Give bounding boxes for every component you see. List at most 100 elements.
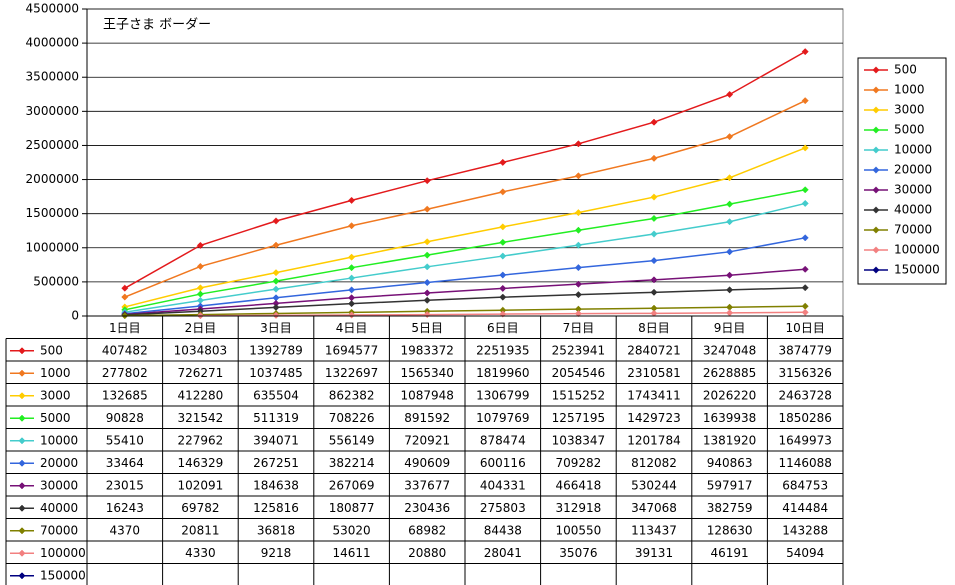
data-label: 312918: [555, 501, 601, 515]
data-point-3000: [650, 193, 658, 201]
data-point-1000: [348, 222, 356, 230]
legend-label: 70000: [894, 223, 932, 237]
table-row-label: 5000: [40, 411, 71, 425]
series-line-20000: [124, 237, 806, 315]
data-point-10000: [423, 263, 431, 271]
data-label: 1034803: [174, 343, 227, 357]
data-label: 1146088: [778, 456, 831, 470]
data-label: 69782: [181, 501, 219, 515]
legend-marker-150000: [872, 266, 880, 274]
data-point-5000: [272, 277, 280, 285]
legend-label: 100000: [894, 243, 940, 257]
y-tick-label: 4000000: [26, 36, 79, 50]
data-label: 1743411: [627, 388, 680, 402]
legend-label: 150000: [894, 263, 940, 277]
data-label: 1079769: [476, 411, 529, 425]
data-point-20000: [423, 278, 431, 287]
data-label: 891592: [404, 411, 450, 425]
data-point-40000: [499, 293, 507, 301]
legend-label: 30000: [894, 183, 932, 197]
series-line-3000: [124, 147, 806, 308]
data-point-20000: [348, 286, 356, 294]
data-label: 53020: [333, 523, 371, 537]
data-point-3000: [499, 223, 507, 231]
data-label: 23015: [106, 478, 144, 492]
table-key-marker-150000: [18, 572, 26, 580]
data-point-10000: [801, 199, 809, 207]
data-label: 2251935: [476, 343, 529, 357]
table-key-marker-30000: [18, 482, 26, 490]
legend-marker-10000: [872, 146, 880, 154]
data-label: 1649973: [778, 433, 831, 447]
data-label: 180877: [329, 501, 375, 515]
data-label: 337677: [404, 478, 450, 492]
data-label: 227962: [177, 433, 223, 447]
x-tick-label: 5日目: [411, 321, 443, 335]
data-label: 267069: [329, 478, 375, 492]
data-label: 3156326: [778, 366, 831, 380]
data-label: 684753: [782, 478, 828, 492]
data-label: 3874779: [778, 343, 831, 357]
data-point-30000: [423, 289, 431, 297]
legend-label: 3000: [894, 103, 925, 117]
data-label: 394071: [253, 433, 299, 447]
legend-marker-100000: [872, 246, 880, 254]
data-label: 1392789: [249, 343, 302, 357]
data-label: 2463728: [778, 388, 831, 402]
data-label: 275803: [480, 501, 526, 515]
data-label: 20811: [181, 523, 219, 537]
data-label: 1983372: [400, 343, 453, 357]
data-point-500: [348, 196, 356, 204]
data-label: 1257195: [552, 411, 605, 425]
data-point-500: [121, 284, 129, 292]
data-label: 33464: [106, 456, 144, 470]
y-tick-label: 1000000: [26, 240, 79, 254]
data-point-20000: [650, 257, 658, 265]
data-point-100000: [348, 311, 356, 319]
data-label: 597917: [707, 478, 753, 492]
data-point-3000: [272, 269, 280, 277]
y-tick-label: 3500000: [26, 70, 79, 84]
table-key-marker-1000: [18, 369, 26, 377]
x-tick-label: 4日目: [336, 321, 368, 335]
x-tick-label: 9日目: [714, 321, 746, 335]
x-tick-label: 7日目: [563, 321, 595, 335]
y-tick-label: 2000000: [26, 172, 79, 186]
data-point-1000: [499, 188, 507, 196]
data-label: 54094: [786, 546, 824, 560]
data-label: 878474: [480, 433, 526, 447]
data-label: 708226: [329, 411, 375, 425]
legend-box: [857, 57, 947, 285]
data-point-30000: [726, 271, 734, 279]
data-label: 35076: [559, 546, 597, 560]
x-tick-label: 6日目: [487, 321, 519, 335]
y-tick-label: 0: [71, 309, 79, 323]
legend-marker-5000: [872, 126, 880, 134]
data-label: 9218: [261, 546, 292, 560]
data-label: 2026220: [703, 388, 756, 402]
data-point-500: [499, 158, 507, 166]
data-point-3000: [801, 144, 809, 152]
data-point-40000: [801, 284, 809, 292]
data-point-10000: [499, 252, 507, 260]
data-label: 1639938: [703, 411, 756, 425]
data-point-5000: [499, 238, 507, 246]
data-point-40000: [348, 300, 356, 308]
y-tick-label: 3000000: [26, 104, 79, 118]
legend-label: 1000: [894, 83, 925, 97]
data-point-40000: [574, 291, 582, 299]
data-label: 132685: [102, 388, 148, 402]
data-label: 100550: [555, 523, 601, 537]
legend-marker-70000: [872, 226, 880, 234]
legend-label: 5000: [894, 123, 925, 137]
table-key-marker-40000: [18, 504, 26, 512]
series-line-10000: [124, 202, 806, 313]
legend-label: 20000: [894, 163, 932, 177]
data-label: 490609: [404, 456, 450, 470]
data-point-3000: [574, 209, 582, 217]
data-point-40000: [726, 286, 734, 294]
data-label: 1515252: [552, 388, 605, 402]
data-point-500: [726, 90, 734, 99]
data-label: 1322697: [325, 366, 378, 380]
data-label: 1087948: [400, 388, 453, 402]
